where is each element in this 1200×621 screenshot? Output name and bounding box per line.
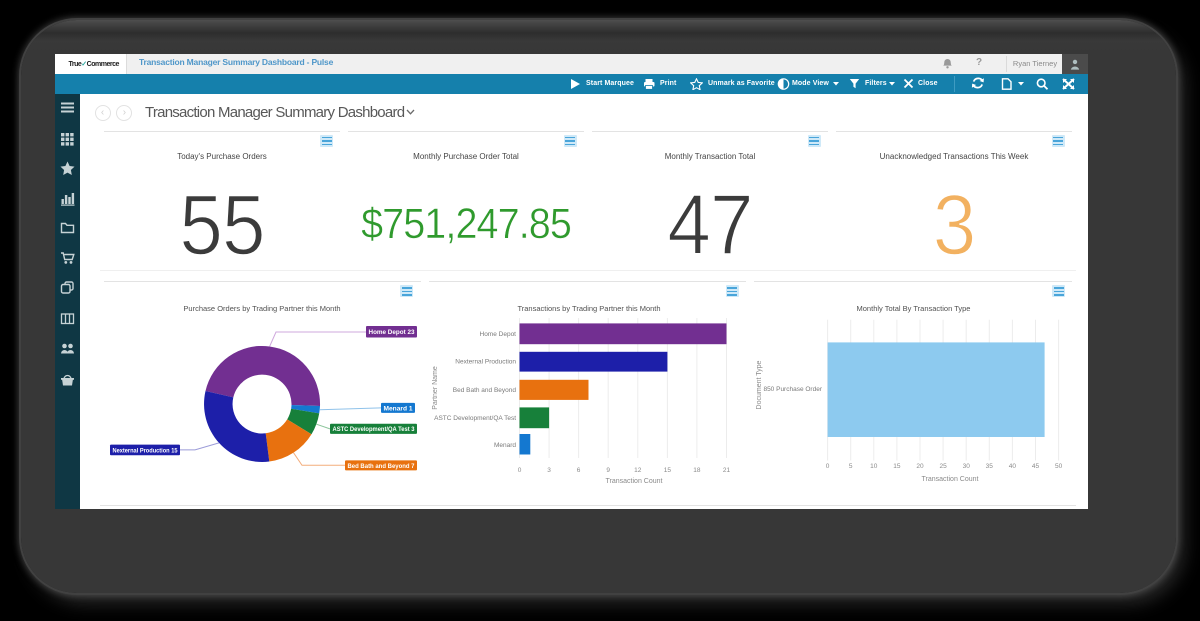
svg-text:Bed Bath and Beyond: Bed Bath and Beyond [453,387,517,394]
svg-text:ASTC Development/QA Test: ASTC Development/QA Test [434,415,516,422]
svg-text:Transaction Count: Transaction Count [606,478,663,485]
svg-text:12: 12 [634,467,642,474]
svg-text:15: 15 [893,463,901,470]
svg-text:Home Depot: Home Depot [480,331,517,338]
svg-text:Home Depot 23: Home Depot 23 [369,329,416,336]
svg-text:6: 6 [577,467,581,474]
svg-text:Monthly Total By Transaction T: Monthly Total By Transaction Type [857,304,971,313]
svg-text:35: 35 [986,463,994,470]
svg-text:Transactions by Trading Partne: Transactions by Trading Partner this Mon… [517,304,660,313]
svg-text:50: 50 [1055,463,1063,470]
svg-text:18: 18 [693,467,701,474]
svg-text:Nexternal Production: Nexternal Production [455,359,516,366]
svg-text:10: 10 [870,463,878,470]
svg-text:0: 0 [518,467,522,474]
svg-text:ASTC Development/QA Test 3: ASTC Development/QA Test 3 [333,426,416,433]
svg-text:5: 5 [849,463,853,470]
svg-text:20: 20 [916,463,924,470]
svg-text:Partner Name: Partner Name [432,366,439,410]
svg-text:850 Purchase Order: 850 Purchase Order [763,386,822,393]
svg-text:9: 9 [606,467,610,474]
svg-text:Menard 1: Menard 1 [384,405,414,412]
svg-text:21: 21 [723,467,731,474]
svg-text:Transaction Count: Transaction Count [922,476,979,483]
svg-text:45: 45 [1032,463,1040,470]
svg-text:40: 40 [1009,463,1017,470]
svg-text:Menard: Menard [494,442,516,449]
svg-text:Bed Bath and Beyond 7: Bed Bath and Beyond 7 [348,463,416,470]
svg-text:Nexternal Production 15: Nexternal Production 15 [113,447,178,454]
svg-text:Purchase Orders by Trading Par: Purchase Orders by Trading Partner this … [183,304,340,313]
svg-text:15: 15 [664,467,672,474]
svg-text:3: 3 [547,467,551,474]
svg-text:0: 0 [826,463,830,470]
svg-text:30: 30 [963,463,971,470]
svg-text:25: 25 [939,463,947,470]
svg-text:Document Type: Document Type [756,360,763,409]
